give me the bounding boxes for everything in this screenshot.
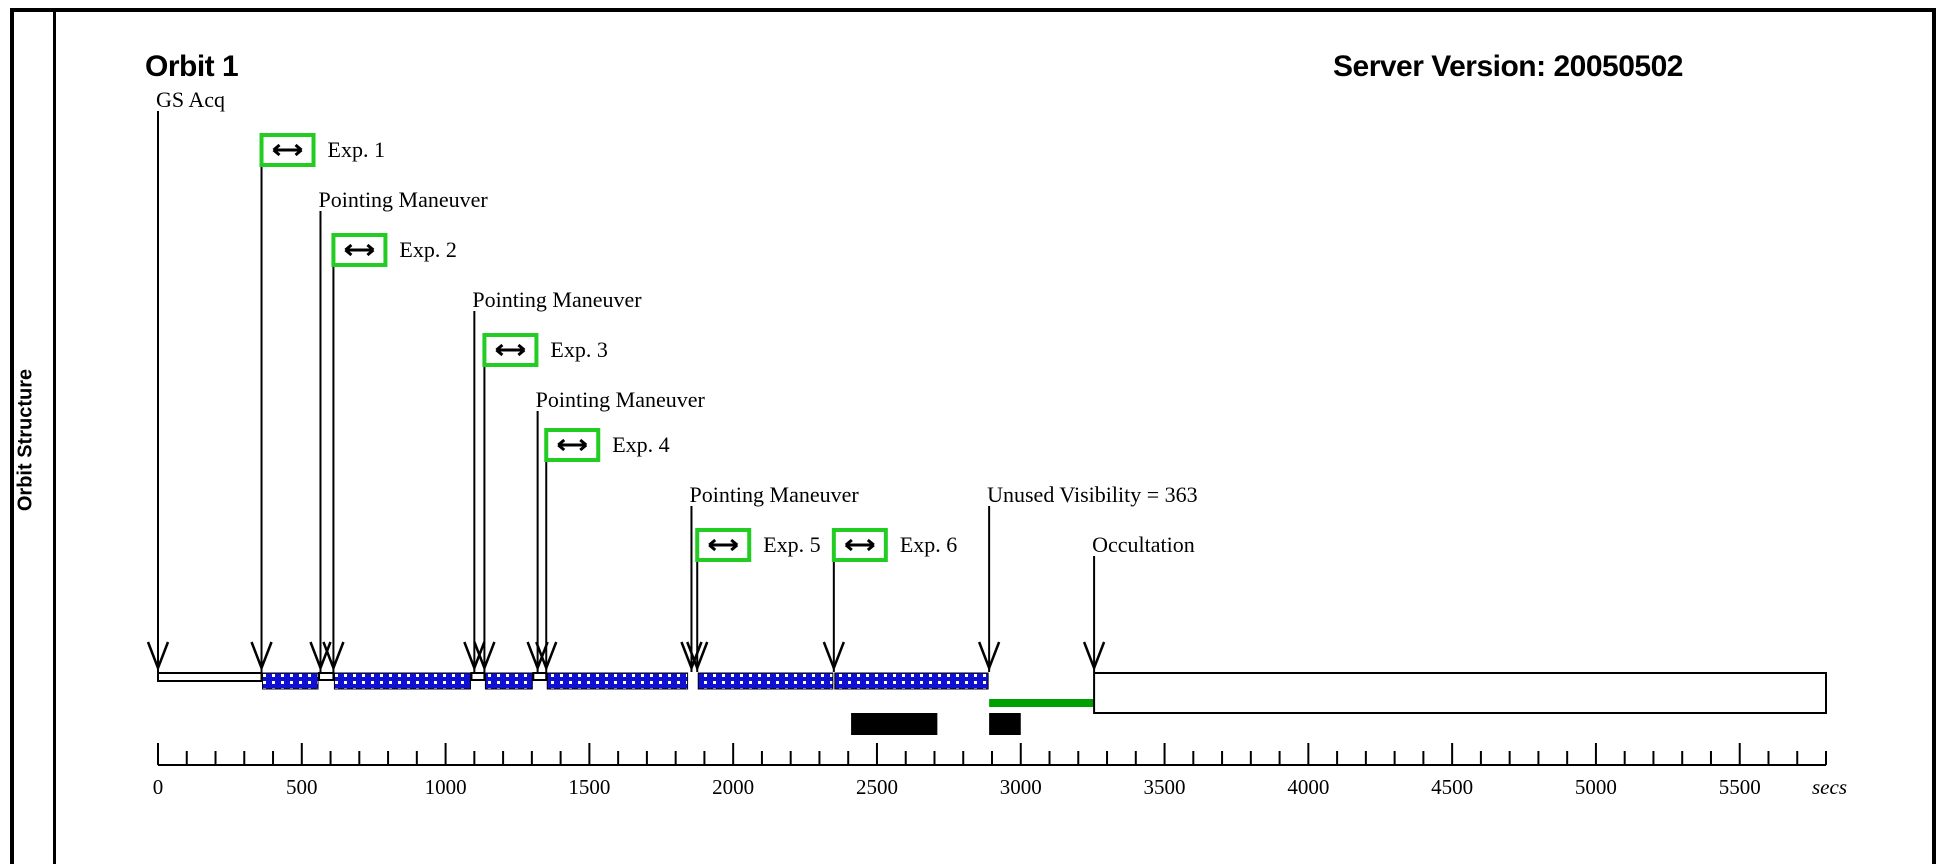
exposure-icon [695,528,752,562]
event-marker: Exp. 2 [322,233,457,672]
segment-maneuver [532,672,548,681]
tick-label: 1500 [568,775,610,799]
event-marker: Exp. 1 [250,133,385,672]
segment-exposure [546,672,689,690]
event-marker: Exp. 5 [686,528,821,672]
tick-label: 1000 [425,775,467,799]
marker-arrowhead [526,641,549,672]
event-label: Exp. 6 [900,532,957,557]
black-block [851,713,938,735]
event-label: Occultation [1092,532,1195,557]
marker-arrowhead [1082,641,1106,672]
segment-occultation [1093,672,1828,714]
exposure-icon [831,528,888,562]
event-label: Pointing Maneuver [536,387,706,412]
event-marker: Unused Visibility = 363 [977,482,1198,672]
event-label: Pointing Maneuver [318,187,488,212]
event-label: Exp. 1 [328,137,385,162]
event-marker: Pointing Maneuver [680,482,859,672]
event-label: Exp. 5 [763,532,820,557]
segment-exposure [262,672,319,690]
marker-arrowhead [322,641,345,672]
event-marker: Exp. 6 [822,528,957,672]
marker-arrowhead [977,641,1001,672]
event-marker: Pointing Maneuver [309,187,488,672]
event-marker: GS Acq [146,87,225,672]
tick-label: 2000 [712,775,754,799]
segment-exposure [697,672,834,690]
segment-exposure [333,672,471,690]
marker-arrowhead [146,641,170,672]
marker-arrowhead [250,641,273,672]
segment-maneuver [470,672,486,681]
tick-label: 4500 [1431,775,1473,799]
event-marker: Occultation [1082,532,1195,672]
event-marker: Exp. 4 [535,428,670,672]
event-label: Unused Visibility = 363 [987,482,1198,507]
event-markers: GS Acq Exp. 1 Pointing Maneuver Exp. 2 Point… [146,87,1198,672]
double-arrow-icon [344,243,375,257]
time-axis: 0 500 1000 1500 2000 2500 3000 3500 4000 4500 5000… [153,743,1847,799]
axis-unit-label: secs [1812,775,1847,799]
event-label: Exp. 4 [612,432,669,457]
main-panel [56,8,1936,864]
tick-label: 3500 [1144,775,1186,799]
orbit-title: Orbit 1 [145,50,239,83]
server-version: Server Version: 20050502 [1333,50,1683,83]
event-label: Pointing Maneuver [689,482,859,507]
double-arrow-icon [557,438,588,452]
marker-arrowhead [686,641,709,672]
double-arrow-icon [708,538,739,552]
segment-guide-star-acquisition [157,672,263,682]
segment-exposure [484,672,533,690]
tick-label: 5000 [1575,775,1617,799]
timeline-bar [157,672,1828,714]
segment-unused-visibility [989,699,1095,707]
marker-arrowhead [463,641,486,672]
event-marker: Exp. 3 [473,333,608,672]
tick-label: 2500 [856,775,898,799]
tick-label: 500 [286,775,318,799]
event-label: Exp. 3 [550,337,607,362]
event-marker: Pointing Maneuver [463,287,642,672]
marker-arrowhead [473,641,496,672]
event-label: GS Acq [156,87,225,112]
tick-label: 4000 [1287,775,1329,799]
tick-label: 0 [153,775,164,799]
side-panel [10,8,56,864]
black-block [989,713,1021,735]
tick-label: 3000 [1000,775,1042,799]
marker-arrowhead [535,641,558,672]
segment-exposure [834,672,989,690]
double-arrow-icon [495,343,526,357]
segment-maneuver [318,672,335,681]
event-label: Exp. 2 [399,237,456,262]
event-marker: Pointing Maneuver [526,387,706,672]
double-arrow-icon [844,538,875,552]
marker-arrowhead [822,641,845,672]
event-label: Pointing Maneuver [472,287,642,312]
tick-label: 5500 [1719,775,1761,799]
black-blocks [851,713,1021,735]
double-arrow-icon [272,143,303,157]
